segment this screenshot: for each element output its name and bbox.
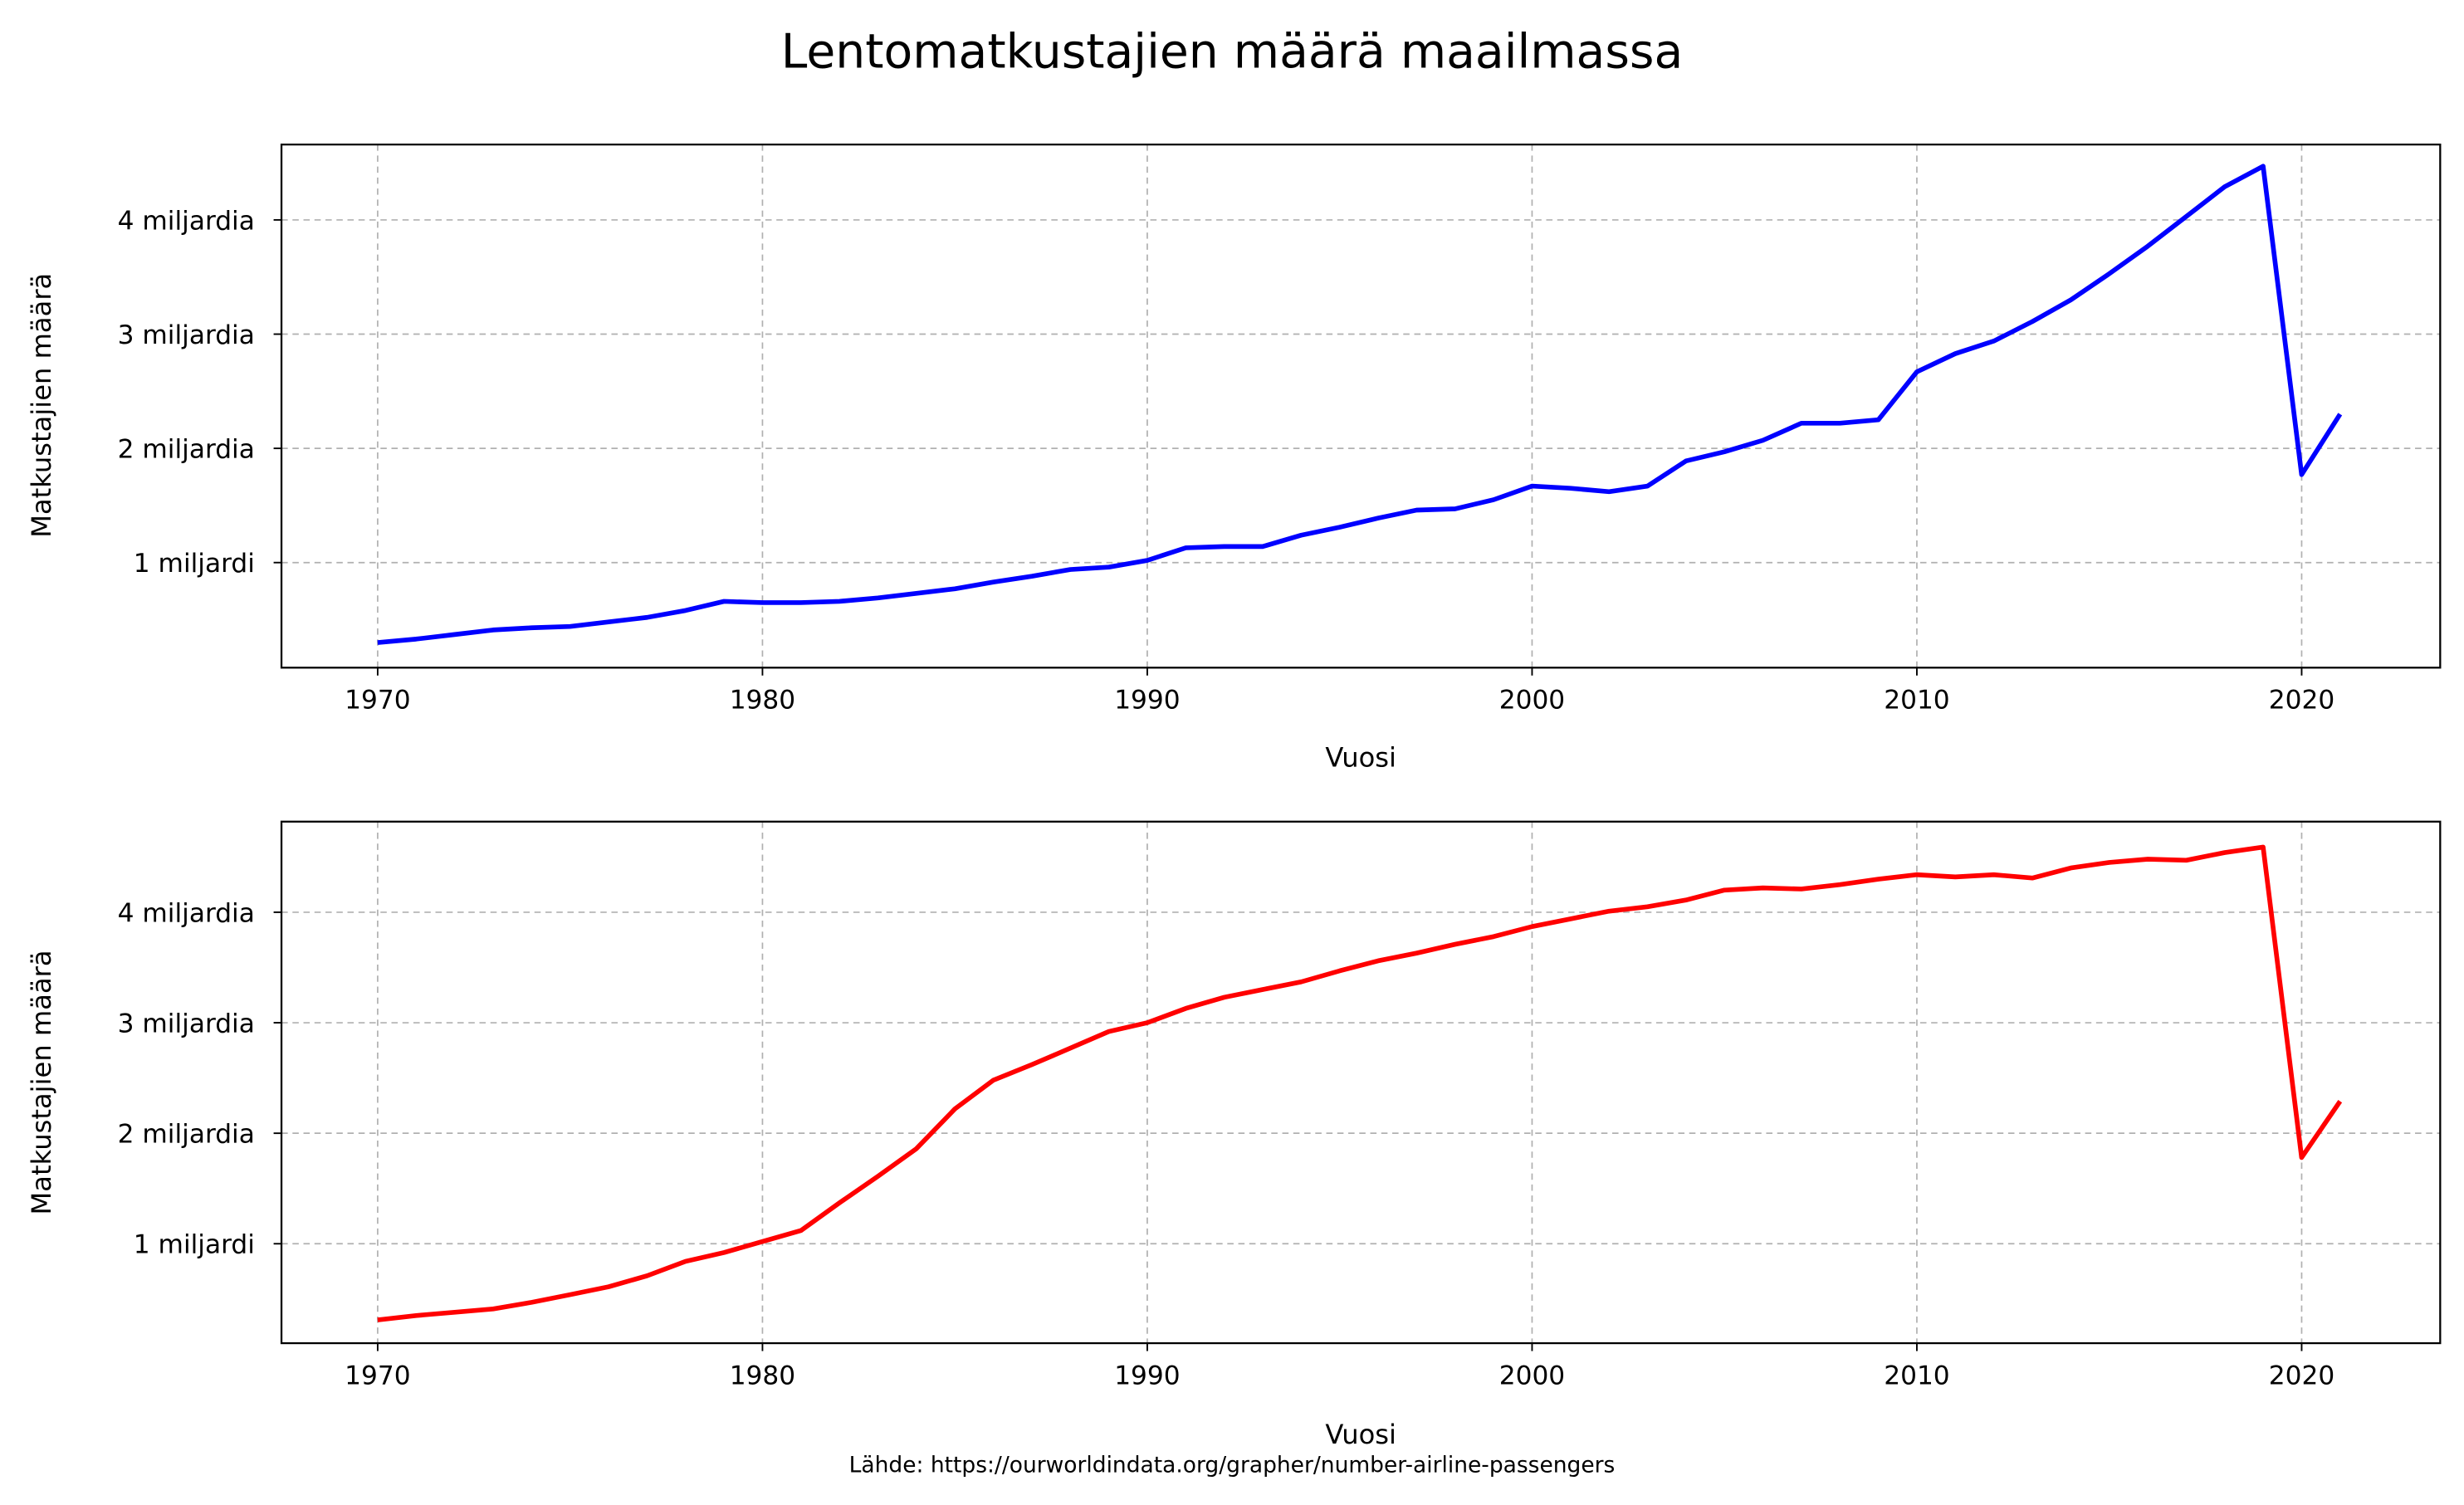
x-tick-label: 1990	[1114, 686, 1180, 716]
x-tick-label: 1980	[730, 686, 795, 716]
source-note: Lähde: https://ourworldindata.org/graphe…	[849, 1452, 1616, 1478]
x-axis-label: Vuosi	[1325, 742, 1396, 774]
series-line	[377, 164, 2343, 645]
x-tick-label: 1980	[730, 1361, 795, 1390]
chart-top: Vuosi Matkustajien määrä 1970 1980 1990 200…	[26, 143, 2442, 774]
x-tick-label: 2000	[1499, 686, 1565, 716]
y-tick-label: 4 miljardia	[118, 898, 255, 928]
y-tick-label: 3 miljardia	[118, 320, 255, 350]
x-tick-label: 2020	[2269, 1361, 2334, 1390]
y-axis-label: Matkustajien määrä	[26, 950, 57, 1214]
series-line	[377, 844, 2343, 1322]
chart-bottom: Vuosi Matkustajien määrä 1970 1980 1990 200…	[26, 820, 2442, 1450]
y-tick-label: 3 miljardia	[118, 1009, 255, 1038]
x-tick-label: 1970	[345, 1361, 410, 1390]
y-tick-label: 2 miljardia	[118, 434, 255, 464]
y-tick-label: 4 miljardia	[118, 206, 255, 236]
y-tick-label: 2 miljardia	[118, 1120, 255, 1150]
axes-frame	[280, 143, 2442, 669]
y-tick-label: 1 miljardi	[134, 1230, 255, 1260]
y-tick-label: 1 miljardi	[134, 549, 255, 579]
x-tick-label: 1970	[345, 686, 410, 716]
x-tick-label: 2010	[1884, 1361, 1949, 1390]
y-axis-label: Matkustajien määrä	[26, 273, 57, 538]
x-tick-label: 2020	[2269, 686, 2334, 716]
x-tick-label: 2000	[1499, 1361, 1565, 1390]
axes-frame	[280, 820, 2442, 1345]
x-tick-label: 1990	[1114, 1361, 1180, 1390]
x-axis-label: Vuosi	[1325, 1419, 1396, 1450]
figure-title: Lentomatkustajien määrä maailmassa	[781, 24, 1684, 79]
x-tick-label: 2010	[1884, 686, 1949, 716]
